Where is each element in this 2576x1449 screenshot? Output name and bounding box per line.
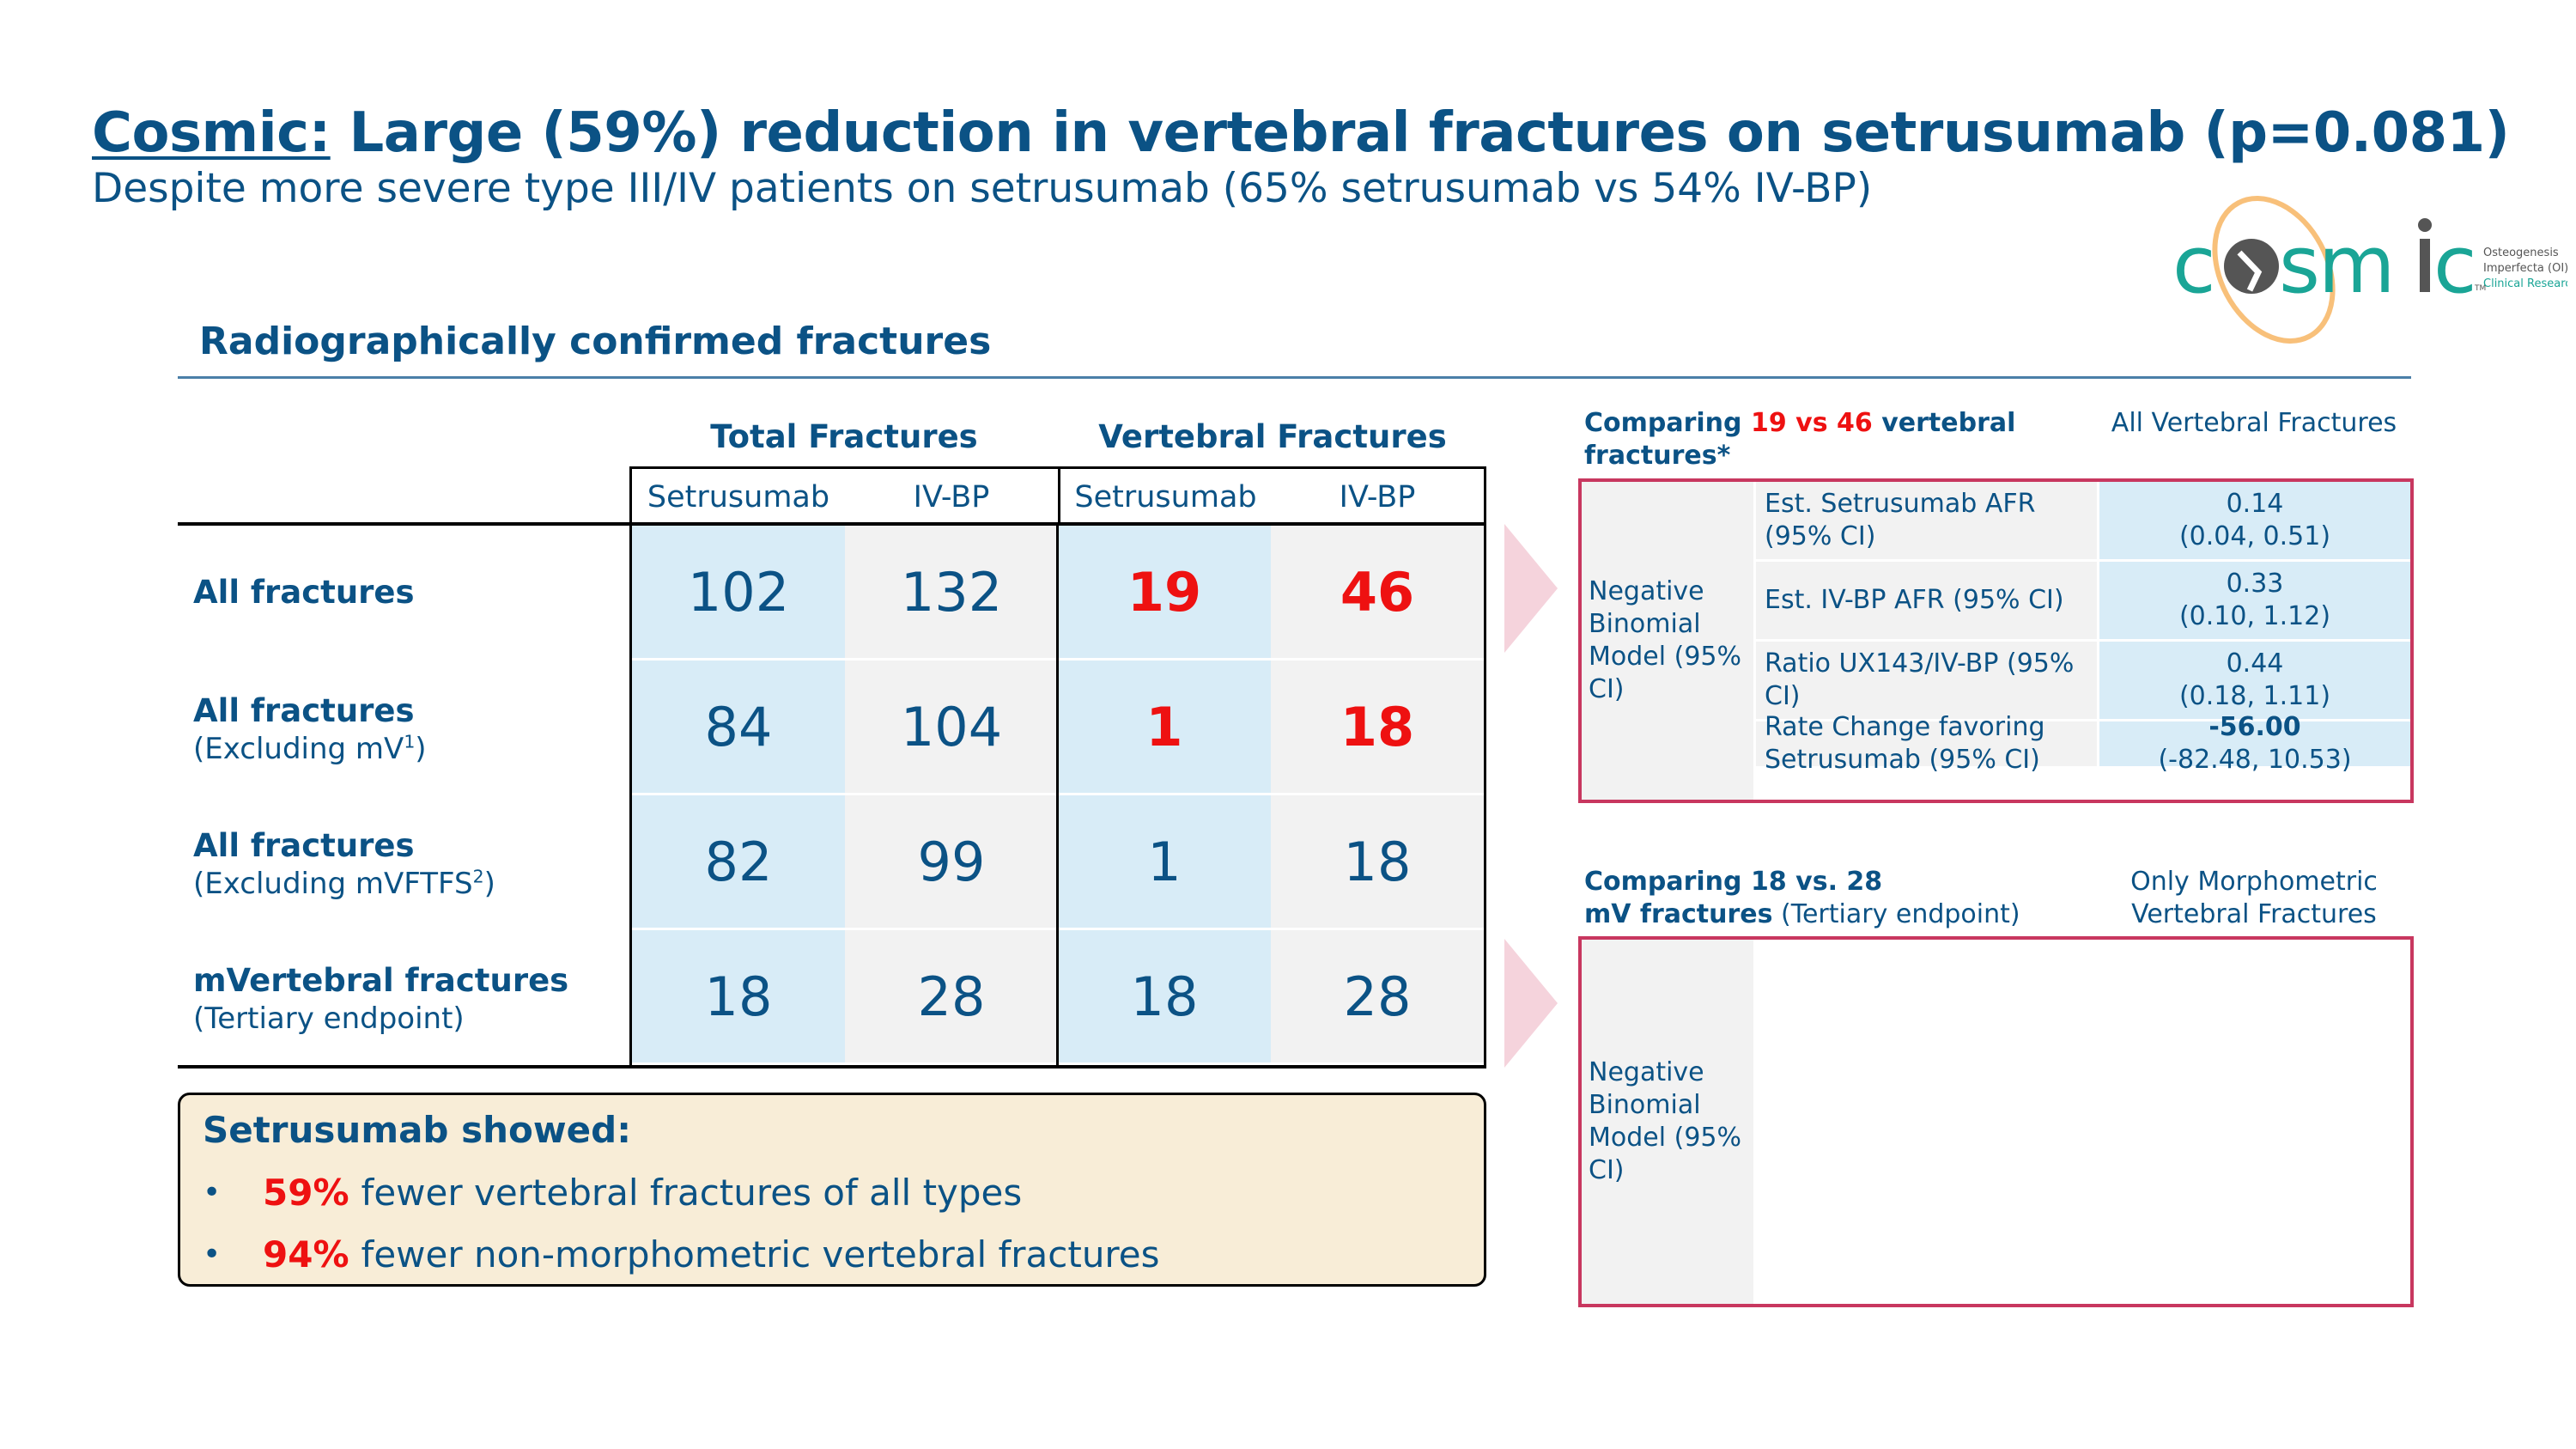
svg-text:c: c bbox=[2172, 219, 2215, 311]
subheader-ivbp-vertebral: IV-BP bbox=[1339, 479, 1416, 514]
row-label-mvertebral: mVertebral fractures (Tertiary endpoint) bbox=[193, 962, 569, 1036]
title-text: Large (59%) reduction in vertebral fract… bbox=[330, 101, 2510, 165]
row-label-excluding-mvftfs: All fractures (Excluding mVFTFS2) bbox=[193, 827, 495, 901]
bullet-icon: • bbox=[203, 1236, 222, 1272]
subheader-setrusumab-total: Setrusumab bbox=[647, 479, 830, 514]
cell-vertebral-ivbp: 46 bbox=[1271, 526, 1484, 661]
cell-vertebral-setrusumab: 1 bbox=[1058, 795, 1271, 930]
subheader-row: Setrusumab IV-BP Setrusumab IV-BP bbox=[629, 466, 1486, 525]
cell-total-ivbp: 132 bbox=[845, 526, 1058, 661]
table-row: Est. IV-BP AFR (95% CI) 0.33 (0.10, 1.12) bbox=[1756, 562, 2410, 642]
svg-text:c: c bbox=[2433, 219, 2477, 311]
table-row: 84 104 1 18 bbox=[632, 661, 1484, 795]
model-label: Negative Binomial Model (95% CI) bbox=[1582, 940, 1753, 1304]
callout-heading: Setrusumab showed: bbox=[203, 1109, 632, 1151]
svg-text:Clinical Research: Clinical Research bbox=[2483, 277, 2567, 290]
subheader-ivbp-total: IV-BP bbox=[913, 479, 990, 514]
title-prefix: Cosmic: bbox=[92, 101, 331, 165]
cell-vertebral-setrusumab: 1 bbox=[1058, 661, 1271, 795]
table-header-rule bbox=[178, 522, 1486, 526]
summary-callout: Setrusumab showed: • 59% fewer vertebral… bbox=[178, 1093, 1486, 1287]
model-label: Negative Binomial Model (95% CI) bbox=[1582, 482, 1753, 800]
cell-total-setrusumab: 18 bbox=[632, 930, 845, 1065]
callout-bullet: • 59% fewer vertebral fractures of all t… bbox=[203, 1171, 1023, 1214]
svg-text:sm: sm bbox=[2279, 219, 2394, 311]
bullet-icon: • bbox=[203, 1174, 222, 1210]
cell-total-setrusumab: 82 bbox=[632, 795, 845, 930]
table-row: 102 132 19 46 bbox=[632, 526, 1484, 661]
fractures-table-body: 102 132 19 46 84 104 1 18 82 99 1 18 18 … bbox=[629, 526, 1486, 1067]
model-table-1-heading: Comparing 19 vs 46 vertebral fractures* bbox=[1584, 408, 2016, 471]
section-divider bbox=[178, 376, 2411, 379]
cell-vertebral-setrusumab: 19 bbox=[1058, 526, 1271, 661]
row-label-all-fractures: All fractures bbox=[193, 574, 415, 611]
section-title: Radiographically confirmed fractures bbox=[199, 320, 992, 363]
table-row: Rate Change favoring Setrusumab (95% CI)… bbox=[1756, 712, 2410, 775]
cell-vertebral-ivbp: 28 bbox=[1271, 930, 1484, 1065]
row-label-excluding-mv: All fractures (Excluding mV1) bbox=[193, 692, 427, 766]
model-table-2-column-header: Only Morphometric Vertebral Fractures bbox=[2130, 867, 2378, 929]
model-table-1: Negative Binomial Model (95% CI) Est. Se… bbox=[1578, 478, 2414, 803]
svg-text:Osteogenesis: Osteogenesis bbox=[2483, 247, 2559, 259]
table-bottom-rule bbox=[178, 1065, 1486, 1068]
chevron-right-icon bbox=[1504, 939, 1558, 1068]
cosmic-logo: c sm c TM Osteogenesis Imperfecta (OI) C… bbox=[2172, 191, 2576, 345]
table-group-divider bbox=[1056, 526, 1059, 1067]
callout-bullet: • 94% fewer non-morphometric vertebral f… bbox=[203, 1233, 1160, 1275]
cell-total-ivbp: 28 bbox=[845, 930, 1058, 1065]
table-row: Ratio UX143/IV-BP (95% CI) 0.44 (0.18, 1.… bbox=[1756, 642, 2410, 721]
model-table-2-heading: Comparing 18 vs. 28 mV fractures (Tertiar… bbox=[1584, 867, 2020, 929]
cell-total-setrusumab: 102 bbox=[632, 526, 845, 661]
cell-total-ivbp: 99 bbox=[845, 795, 1058, 930]
group-header-vertebral: Vertebral Fractures bbox=[1098, 418, 1447, 455]
svg-text:Imperfecta (OI): Imperfecta (OI) bbox=[2483, 262, 2567, 275]
subheader-setrusumab-vertebral: Setrusumab bbox=[1058, 469, 1271, 525]
cell-total-setrusumab: 84 bbox=[632, 661, 845, 795]
table-row: Est. Setrusumab AFR (95% CI) 0.14 (0.04, … bbox=[1756, 482, 2410, 562]
model-table-2: Negative Binomial Model (95% CI) bbox=[1578, 936, 2414, 1307]
slide-title: Cosmic: Large (59%) reduction in vertebr… bbox=[92, 101, 2510, 165]
cell-vertebral-setrusumab: 18 bbox=[1058, 930, 1271, 1065]
tm-mark: TM bbox=[2474, 284, 2486, 293]
cell-total-ivbp: 104 bbox=[845, 661, 1058, 795]
table-row: 82 99 1 18 bbox=[632, 795, 1484, 930]
table-row: 18 28 18 28 bbox=[632, 930, 1484, 1065]
cell-vertebral-ivbp: 18 bbox=[1271, 661, 1484, 795]
cell-vertebral-ivbp: 18 bbox=[1271, 795, 1484, 930]
group-header-total: Total Fractures bbox=[710, 418, 978, 455]
chevron-right-icon bbox=[1504, 524, 1558, 653]
model-table-1-column-header: All Vertebral Fractures bbox=[2111, 408, 2397, 438]
slide-subtitle: Despite more severe type III/IV patients… bbox=[92, 165, 1873, 212]
